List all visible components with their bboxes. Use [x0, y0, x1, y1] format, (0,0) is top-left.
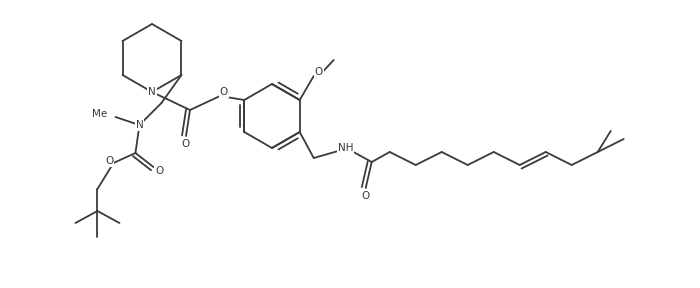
Text: N: N	[136, 120, 144, 130]
Text: Me: Me	[92, 109, 107, 119]
Text: O: O	[220, 87, 228, 97]
Text: NH: NH	[338, 143, 354, 153]
Text: O: O	[105, 156, 113, 166]
Text: O: O	[362, 191, 370, 201]
Text: O: O	[182, 139, 190, 149]
Text: N: N	[148, 87, 156, 97]
Text: O: O	[314, 67, 323, 77]
Text: O: O	[155, 166, 164, 176]
